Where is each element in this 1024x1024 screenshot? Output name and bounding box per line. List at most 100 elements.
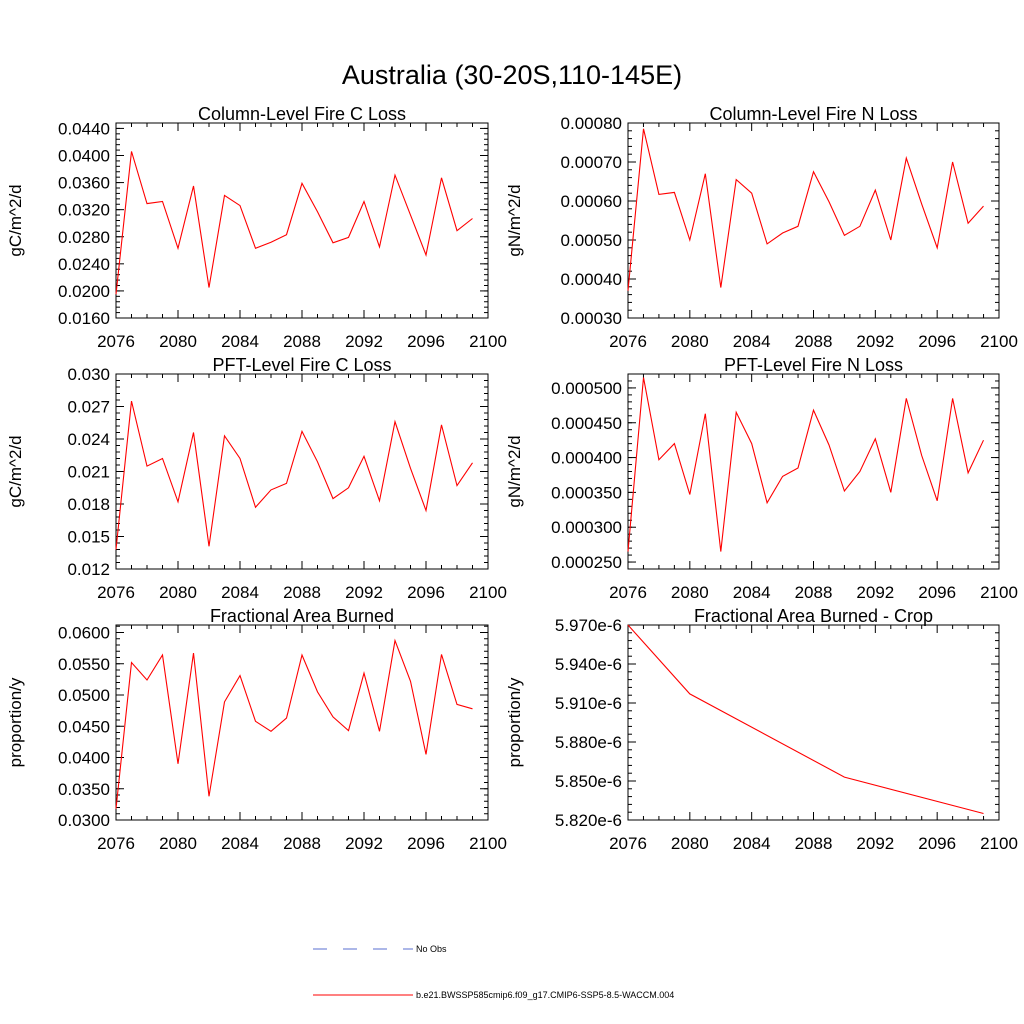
x-tick-label: 2080	[671, 332, 709, 351]
y-axis-label: proportion/y	[505, 677, 524, 767]
y-tick-label: 0.0600	[58, 624, 110, 643]
y-tick-label: 0.00040	[561, 270, 622, 289]
y-tick-label: 0.030	[67, 365, 110, 384]
y-tick-label: 0.0160	[58, 309, 110, 328]
y-tick-label: 0.024	[67, 430, 110, 449]
x-tick-label: 2096	[407, 583, 445, 602]
y-tick-label: 0.00070	[561, 153, 622, 172]
x-tick-label: 2092	[856, 583, 894, 602]
x-tick-label: 2096	[918, 583, 956, 602]
x-tick-label: 2076	[609, 583, 647, 602]
y-tick-label: 0.0280	[58, 228, 110, 247]
y-tick-label: 0.0500	[58, 686, 110, 705]
x-tick-label: 2080	[159, 834, 197, 853]
chart-panel-2: 2076 2080 2084 2088 2092 2096 2100 0.00030 0.000…	[505, 104, 1018, 351]
x-tick-label: 2088	[283, 834, 321, 853]
y-tick-label: 0.0440	[58, 119, 110, 138]
panel-title: PFT-Level Fire C Loss	[212, 355, 391, 375]
x-tick-label: 2084	[733, 332, 771, 351]
panel-title: Fractional Area Burned - Crop	[694, 606, 933, 626]
y-tick-label: 0.000250	[551, 553, 622, 572]
x-tick-label: 2084	[221, 583, 259, 602]
series-line	[627, 128, 984, 291]
x-tick-label: 2076	[97, 834, 135, 853]
legend-label-no-obs: No Obs	[416, 944, 447, 954]
x-tick-label: 2076	[609, 332, 647, 351]
y-tick-label: 0.000400	[551, 449, 622, 468]
y-tick-label: 0.0550	[58, 655, 110, 674]
y-tick-label: 0.0450	[58, 717, 110, 736]
panel-title: Column-Level Fire N Loss	[709, 104, 917, 124]
figure-title: Australia (30-20S,110-145E)	[342, 60, 682, 90]
x-tick-label: 2084	[221, 332, 259, 351]
y-axis-label: gC/m^2/d	[6, 184, 25, 256]
x-tick-label: 2080	[671, 583, 709, 602]
x-tick-label: 2100	[469, 332, 507, 351]
x-tick-label: 2096	[407, 834, 445, 853]
y-tick-label: 0.0300	[58, 811, 110, 830]
x-tick-label: 2088	[795, 583, 833, 602]
y-tick-label: 0.012	[67, 560, 110, 579]
y-tick-label: 5.940e-6	[555, 655, 622, 674]
y-tick-label: 0.0320	[58, 201, 110, 220]
y-tick-label: 0.00050	[561, 231, 622, 250]
x-tick-label: 2084	[733, 834, 771, 853]
x-tick-label: 2080	[159, 332, 197, 351]
x-tick-label: 2092	[345, 834, 383, 853]
legend-label-model: b.e21.BWSSP585cmip6.f09_g17.CMIP6-SSP5-8…	[416, 990, 674, 1000]
x-tick-label: 2076	[97, 583, 135, 602]
x-tick-label: 2092	[856, 332, 894, 351]
y-tick-label: 0.000500	[551, 379, 622, 398]
series-line	[627, 624, 984, 815]
y-tick-label: 0.0200	[58, 282, 110, 301]
x-tick-label: 2092	[345, 583, 383, 602]
y-tick-label: 0.0400	[58, 749, 110, 768]
x-tick-label: 2076	[97, 332, 135, 351]
y-tick-label: 0.0360	[58, 174, 110, 193]
y-tick-label: 5.910e-6	[555, 694, 622, 713]
y-axis-label: proportion/y	[6, 677, 25, 767]
x-tick-label: 2088	[795, 332, 833, 351]
y-tick-label: 0.000350	[551, 483, 622, 502]
y-tick-label: 0.018	[67, 495, 110, 514]
series-line	[115, 400, 473, 550]
x-tick-label: 2088	[283, 583, 321, 602]
x-tick-label: 2100	[469, 583, 507, 602]
x-tick-label: 2084	[733, 583, 771, 602]
x-tick-label: 2088	[283, 332, 321, 351]
legend: No Obs b.e21.BWSSP585cmip6.f09_g17.CMIP6…	[313, 944, 674, 1000]
panel-title: PFT-Level Fire N Loss	[724, 355, 903, 375]
y-tick-label: 0.027	[67, 398, 110, 417]
panel-title: Column-Level Fire C Loss	[198, 104, 406, 124]
y-tick-label: 0.0400	[58, 147, 110, 166]
x-tick-label: 2092	[856, 834, 894, 853]
y-tick-label: 5.850e-6	[555, 772, 622, 791]
chart-panel-3: 2076 2080 2084 2088 2092 2096 2100 0.012 0.015 0.…	[6, 355, 507, 602]
y-axis-label: gN/m^2/d	[505, 184, 524, 256]
panel-title: Fractional Area Burned	[210, 606, 394, 626]
x-tick-label: 2084	[221, 834, 259, 853]
x-tick-label: 2100	[980, 834, 1018, 853]
x-tick-label: 2092	[345, 332, 383, 351]
series-line	[115, 151, 473, 295]
x-tick-label: 2096	[407, 332, 445, 351]
y-tick-label: 0.000300	[551, 518, 622, 537]
series-line	[115, 638, 473, 809]
x-tick-label: 2096	[918, 834, 956, 853]
y-tick-label: 0.0350	[58, 780, 110, 799]
y-axis-label: gC/m^2/d	[6, 435, 25, 507]
x-tick-label: 2100	[469, 834, 507, 853]
y-tick-label: 0.00060	[561, 192, 622, 211]
y-tick-label: 0.00030	[561, 309, 622, 328]
chart-panel-5: 2076 2080 2084 2088 2092 2096 2100 0.0300 0.0350…	[6, 606, 507, 853]
y-tick-label: 5.820e-6	[555, 811, 622, 830]
chart-panel-4: 2076 2080 2084 2088 2092 2096 2100 0.000250 0.00…	[505, 355, 1018, 602]
y-tick-label: 5.880e-6	[555, 733, 622, 752]
y-tick-label: 0.00080	[561, 114, 622, 133]
x-tick-label: 2080	[671, 834, 709, 853]
y-tick-label: 0.0240	[58, 255, 110, 274]
x-tick-label: 2096	[918, 332, 956, 351]
chart-panel-6: 2076 2080 2084 2088 2092 2096 2100 5.820e-6 5.85…	[505, 606, 1018, 853]
